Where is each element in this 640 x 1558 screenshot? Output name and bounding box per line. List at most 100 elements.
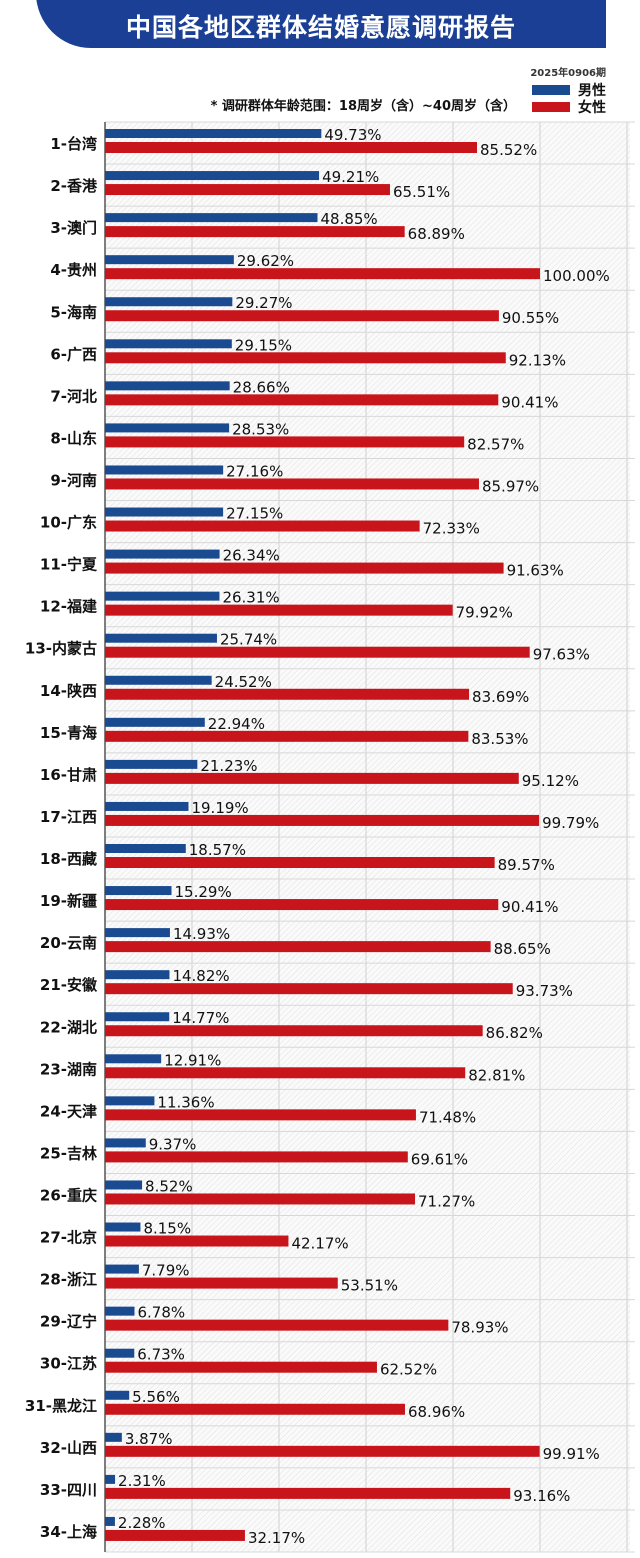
- category-label: 23-湖南: [40, 1060, 97, 1078]
- category-label: 19-新疆: [40, 892, 97, 910]
- bar-female: [105, 1529, 245, 1541]
- bar-male: [105, 717, 205, 727]
- category-label: 20-云南: [40, 934, 97, 952]
- bar-male: [105, 844, 186, 853]
- bar-female: [105, 1445, 540, 1457]
- bar-male: [105, 1516, 115, 1526]
- category-label: 10-广东: [40, 514, 97, 532]
- category-label: 9-河南: [50, 472, 97, 490]
- bar-male: [105, 171, 320, 181]
- bar-male: [105, 1348, 135, 1358]
- value-label-male: 11.36%: [157, 1093, 214, 1111]
- value-label-male: 8.52%: [145, 1177, 193, 1195]
- value-label-female: 93.73%: [516, 982, 573, 1000]
- value-label-male: 25.74%: [220, 631, 277, 649]
- bar-male: [105, 1012, 170, 1022]
- value-label-female: 99.91%: [543, 1445, 600, 1463]
- value-label-male: 19.19%: [191, 799, 248, 817]
- bar-male: [105, 339, 232, 349]
- bar-male: [105, 886, 172, 896]
- chart-title: 中国各地区群体结婚意愿调研报告: [125, 13, 516, 42]
- value-label-male: 28.66%: [233, 378, 290, 396]
- bar-female: [105, 478, 479, 490]
- value-label-male: 9.37%: [149, 1135, 197, 1153]
- bar-female: [105, 1067, 466, 1079]
- bar-male: [105, 675, 212, 685]
- value-label-male: 29.15%: [235, 336, 292, 354]
- value-label-female: 82.81%: [468, 1066, 525, 1084]
- bar-male: [105, 423, 230, 433]
- value-label-male: 12.91%: [164, 1051, 221, 1069]
- bar-male: [105, 1138, 146, 1148]
- bar-female: [105, 772, 519, 784]
- value-label-female: 90.41%: [501, 898, 558, 916]
- value-label-male: 28.53%: [232, 420, 289, 438]
- value-label-male: 14.77%: [172, 1009, 229, 1027]
- bar-female: [105, 1277, 338, 1289]
- value-label-male: 6.78%: [137, 1304, 185, 1322]
- value-label-female: 72.33%: [423, 520, 480, 538]
- bar-male: [105, 255, 234, 265]
- value-label-female: 91.63%: [507, 562, 564, 580]
- category-label: 18-西藏: [40, 850, 97, 868]
- legend-swatch-male: [532, 85, 570, 95]
- bar-female: [105, 1193, 416, 1205]
- value-label-female: 88.65%: [494, 940, 551, 958]
- category-label: 4-贵州: [50, 261, 97, 279]
- bar-female: [105, 814, 540, 826]
- category-label: 13-内蒙古: [25, 640, 97, 658]
- issue-label: 2025年0906期: [530, 68, 606, 79]
- value-label-male: 15.29%: [175, 883, 232, 901]
- category-label: 3-澳门: [50, 219, 97, 237]
- bar-female: [105, 857, 495, 868]
- category-label: 27-北京: [40, 1229, 97, 1247]
- bar-male: [105, 801, 189, 811]
- value-label-female: 93.16%: [513, 1487, 570, 1505]
- value-label-female: 53.51%: [341, 1277, 398, 1295]
- value-label-female: 85.52%: [480, 141, 537, 159]
- value-label-male: 29.27%: [235, 294, 292, 312]
- bar-female: [105, 646, 530, 658]
- bar-male: [105, 1474, 116, 1484]
- legend-label-female: 女性: [578, 100, 606, 116]
- value-label-female: 92.13%: [509, 351, 566, 369]
- legend-label-male: 男性: [578, 83, 606, 99]
- category-label: 12-福建: [40, 598, 98, 616]
- category-label: 25-吉林: [40, 1144, 98, 1162]
- category-label: 1-台湾: [50, 135, 97, 153]
- category-label: 24-天津: [40, 1102, 97, 1120]
- category-label: 30-江苏: [40, 1355, 97, 1373]
- bar-male: [105, 928, 170, 938]
- value-label-male: 3.87%: [125, 1430, 173, 1448]
- value-label-male: 22.94%: [208, 715, 265, 733]
- value-label-female: 89.57%: [498, 856, 555, 874]
- value-label-female: 78.93%: [451, 1319, 508, 1337]
- value-label-male: 27.15%: [226, 505, 283, 523]
- value-label-female: 83.53%: [471, 730, 528, 748]
- value-label-female: 90.55%: [502, 309, 559, 327]
- value-label-female: 97.63%: [533, 646, 590, 664]
- bar-male: [105, 549, 220, 559]
- category-label: 11-宁夏: [40, 556, 98, 574]
- bar-male: [105, 633, 217, 643]
- bar-female: [105, 436, 465, 448]
- category-label: 26-重庆: [40, 1187, 97, 1205]
- bar-female: [105, 1319, 449, 1331]
- value-label-male: 29.62%: [237, 252, 294, 270]
- bar-male: [105, 1264, 139, 1274]
- category-label: 15-青海: [40, 724, 97, 742]
- value-label-male: 26.34%: [223, 547, 280, 565]
- value-label-female: 42.17%: [291, 1235, 348, 1253]
- value-label-female: 99.79%: [542, 814, 599, 832]
- value-label-male: 49.73%: [324, 126, 381, 144]
- bar-male: [105, 129, 322, 138]
- bar-male: [105, 1306, 135, 1316]
- category-label: 2-香港: [50, 177, 98, 195]
- bar-female: [105, 899, 499, 911]
- bar-female: [105, 394, 499, 406]
- value-label-male: 49.21%: [322, 168, 379, 186]
- bar-male: [105, 1390, 130, 1400]
- bar-male: [105, 1432, 122, 1442]
- value-label-female: 83.69%: [472, 688, 529, 706]
